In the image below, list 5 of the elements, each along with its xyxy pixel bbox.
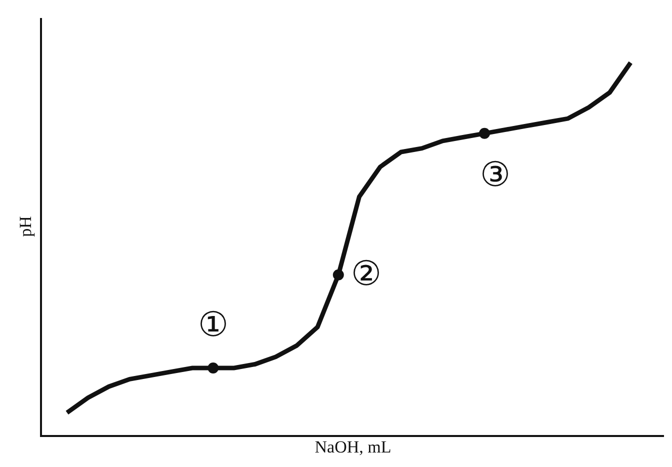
y-axis-title: pH — [16, 216, 36, 237]
annotation: ③ — [480, 157, 510, 194]
annotation: ① — [198, 307, 228, 344]
annotation: ② — [351, 256, 381, 293]
x-axis-title: NaOH, mL — [314, 437, 392, 456]
